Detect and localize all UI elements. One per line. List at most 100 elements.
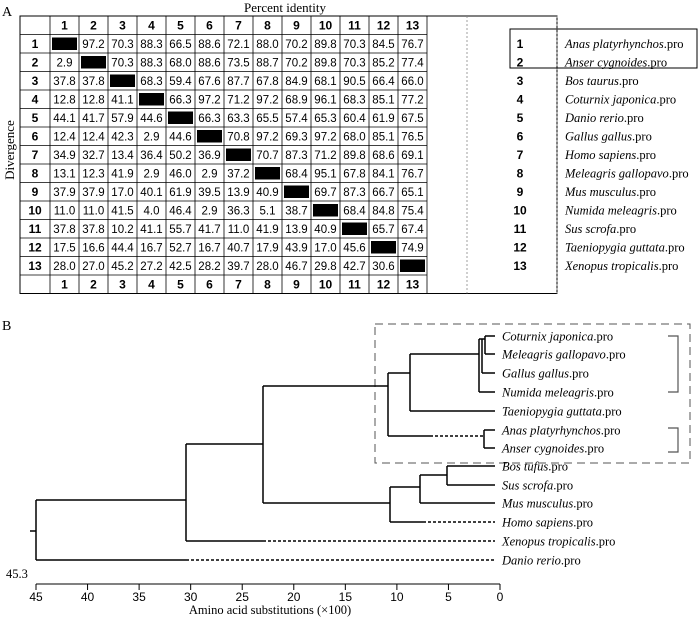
leaf-label: Anser cygnoides.pro <box>501 442 604 456</box>
matrix-cell: 42.7 <box>343 261 365 273</box>
identity-divergence-matrix: 1 2 3 4 5 6 7 8 9 10 11 12 131 2 3 4 5 6 7 8 9 10 11 12 131 97.2 7… <box>19 15 558 294</box>
matrix-cell: 63.3 <box>227 113 249 125</box>
matrix-cell: 37.9 <box>82 187 104 199</box>
species-name: Sus scrofa.pro <box>565 222 636 236</box>
axis-tick-label: 25 <box>236 590 250 604</box>
matrix-cell: 44.6 <box>169 132 191 144</box>
diagonal-cell <box>139 93 164 106</box>
matrix-cell: 68.0 <box>169 58 191 70</box>
axis-tick-label: 5 <box>445 590 452 604</box>
galliform-bracket <box>668 335 679 393</box>
matrix-cell: 84.1 <box>372 169 394 181</box>
matrix-cell: 70.7 <box>256 150 278 162</box>
row-header: 13 <box>28 259 42 273</box>
matrix-cell: 70.2 <box>285 39 307 51</box>
species-suffix: .pro <box>632 130 652 144</box>
species-name: Homo sapiens.pro <box>564 148 656 162</box>
column-header: 6 <box>206 19 213 33</box>
matrix-cell: 97.2 <box>256 95 278 107</box>
matrix-cell: 68.4 <box>343 206 366 218</box>
matrix-cell: 74.9 <box>401 243 423 255</box>
matrix-cell: 39.5 <box>198 187 220 199</box>
species-suffix: .pro <box>636 185 656 199</box>
matrix-cell: 46.4 <box>169 206 192 218</box>
matrix-cell: 42.5 <box>169 261 191 273</box>
row-header: 8 <box>32 167 39 181</box>
row-header: 5 <box>32 111 39 125</box>
species-italic: Coturnix japonica <box>565 93 656 107</box>
matrix-cell: 46.0 <box>169 169 191 181</box>
matrix-cell: 13.9 <box>227 187 249 199</box>
matrix-cell: 12.8 <box>82 95 104 107</box>
species-index-left: 6 <box>517 130 524 144</box>
species-index-left: 12 <box>513 241 527 255</box>
column-footer: 9 <box>293 278 300 292</box>
axis-tick-label: 15 <box>339 590 353 604</box>
leaf-italic: Homo sapiens <box>501 516 573 530</box>
matrix-cell: 68.3 <box>343 95 365 107</box>
matrix-cell: 27.2 <box>140 261 162 273</box>
matrix-cell: 69.3 <box>285 132 307 144</box>
species-italic: Bos taurus <box>565 74 619 88</box>
matrix-cell: 75.4 <box>401 206 424 218</box>
species-italic: Homo sapiens <box>564 148 636 162</box>
species-suffix: .pro <box>669 167 689 181</box>
matrix-cell: 42.3 <box>111 132 133 144</box>
matrix-cell: 77.2 <box>401 95 423 107</box>
diagonal-cell <box>226 148 251 161</box>
leaf-italic: Xenopus tropicalis <box>501 535 596 549</box>
column-header: 5 <box>177 19 184 33</box>
matrix-cell: 69.7 <box>314 187 336 199</box>
matrix-cell: 70.3 <box>343 39 365 51</box>
diagonal-cell <box>342 222 367 235</box>
species-suffix: .pro <box>619 74 639 88</box>
matrix-cell: 77.4 <box>401 58 424 70</box>
diagonal-cell <box>81 56 106 69</box>
matrix-frame <box>19 15 558 294</box>
bird-clade-box <box>374 323 691 464</box>
matrix-cell: 37.8 <box>53 224 75 236</box>
matrix-cell: 2.9 <box>144 169 160 181</box>
matrix-cell: 69.1 <box>401 150 423 162</box>
axis-tick-label: 30 <box>184 590 198 604</box>
species-suffix: .pro <box>624 111 644 125</box>
matrix-cell: 12.3 <box>82 169 104 181</box>
column-header: 2 <box>90 19 97 33</box>
duck-pair-box <box>509 28 698 69</box>
matrix-cell: 2.9 <box>202 169 218 181</box>
matrix-cell: 66.4 <box>372 76 395 88</box>
matrix-cell: 13.4 <box>111 150 134 162</box>
matrix-cell: 41.9 <box>111 169 133 181</box>
species-name: Anas platyrhynchos.pro <box>564 37 684 51</box>
column-footer: 13 <box>406 278 420 292</box>
matrix-cell: 70.3 <box>111 58 133 70</box>
leaf-label: Coturnix japonica.pro <box>502 330 613 344</box>
column-header: 8 <box>264 19 271 33</box>
column-footer: 6 <box>206 278 213 292</box>
matrix-cell: 12.4 <box>82 132 105 144</box>
diagonal-cell <box>284 185 309 198</box>
matrix-cell: 37.2 <box>227 169 249 181</box>
species-name: Meleagris gallopavo.pro <box>564 167 689 181</box>
matrix-cell: 68.1 <box>314 76 336 88</box>
diagonal-cell <box>52 37 77 50</box>
leaf-suffix: .pro <box>561 554 581 568</box>
matrix-cell: 68.6 <box>372 150 394 162</box>
species-italic: Mus musculus <box>564 185 636 199</box>
matrix-cell: 65.5 <box>256 113 278 125</box>
species-italic: Meleagris gallopavo <box>564 167 669 181</box>
axis-tick-label: 10 <box>390 590 404 604</box>
matrix-cell: 67.8 <box>256 76 278 88</box>
matrix-cell: 84.9 <box>285 76 307 88</box>
matrix-cell: 30.6 <box>372 261 394 273</box>
matrix-cell: 95.1 <box>314 169 336 181</box>
axis-label: Amino acid substitutions (×100) <box>189 603 351 617</box>
row-header: 12 <box>28 241 42 255</box>
matrix-cell: 66.5 <box>169 39 191 51</box>
matrix-cell: 59.4 <box>169 76 192 88</box>
leaf-label: Meleagris gallopavo.pro <box>501 348 626 362</box>
matrix-cell: 65.7 <box>372 224 394 236</box>
matrix-cell: 97.2 <box>198 95 220 107</box>
matrix-cell: 87.3 <box>343 187 365 199</box>
